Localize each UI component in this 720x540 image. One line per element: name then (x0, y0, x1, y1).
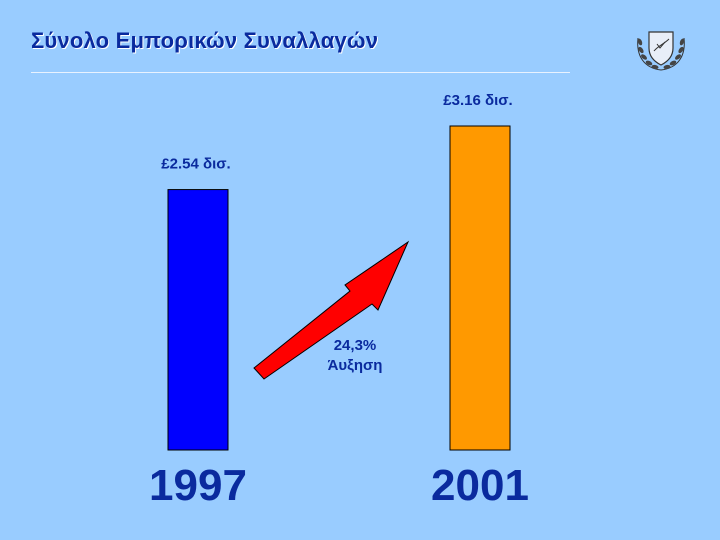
value-label-2001: £3.16 δισ. (443, 92, 512, 109)
category-label-1997: 1997 (149, 461, 247, 510)
growth-arrow-icon (253, 240, 410, 380)
bar-1997 (167, 189, 229, 451)
category-label-2001: 2001 (431, 461, 529, 510)
growth-percent-label: 24,3% (334, 337, 377, 354)
bar-2001 (449, 125, 511, 451)
title-divider (31, 72, 570, 73)
growth-text-label: Άυξηση (328, 357, 383, 374)
cyprus-coat-of-arms-icon (637, 31, 685, 71)
page-title: Σύνολο Εμπορικών Συναλλαγών (31, 28, 379, 53)
value-label-1997: £2.54 δισ. (161, 156, 230, 173)
